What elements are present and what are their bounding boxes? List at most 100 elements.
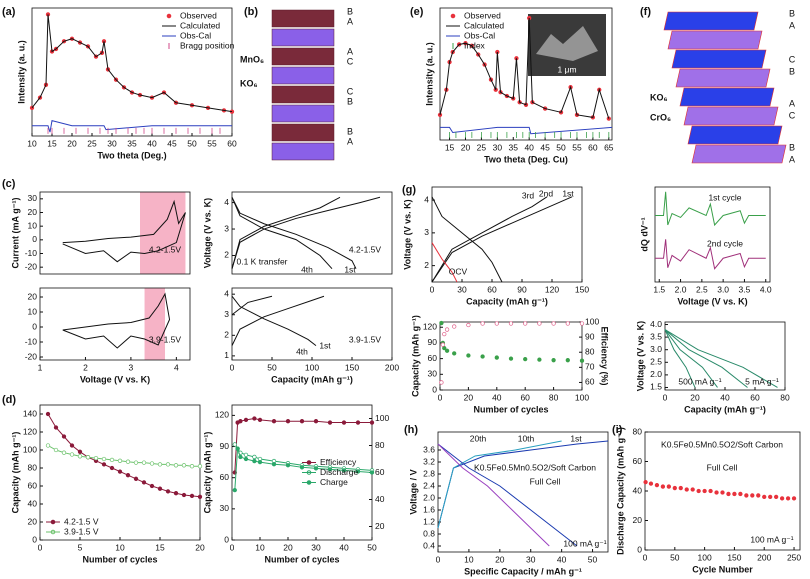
- legend-label: Discharge: [320, 467, 359, 477]
- stacking-letter: B: [347, 6, 353, 16]
- data-point: [165, 489, 171, 494]
- plot-frame: [39, 191, 191, 275]
- panel-label: (g): [402, 184, 416, 196]
- series-line: [231, 295, 273, 316]
- stacking-letter: A: [789, 20, 795, 30]
- data-point: [77, 454, 83, 459]
- octahedra-layer: [271, 9, 335, 28]
- data-point: [235, 446, 240, 451]
- y-tick-label: 120: [423, 321, 437, 331]
- annotation: 3.9-1.5V: [149, 334, 181, 344]
- data-point: [523, 321, 528, 326]
- series-line: [655, 239, 766, 270]
- series-line: [231, 295, 317, 346]
- data-point: [678, 485, 683, 491]
- x-tick-label: 20: [464, 392, 474, 402]
- scale-label: 1 μm: [557, 64, 576, 74]
- annotation: 100 mA g⁻¹: [563, 538, 606, 548]
- y-tick-label: 140: [23, 408, 37, 418]
- x-axis-label: Capacity (mAh g⁻¹): [466, 296, 548, 306]
- y-tick-label: 120: [23, 426, 37, 436]
- x-tick-label: 65: [604, 142, 614, 152]
- data-point: [494, 355, 499, 360]
- data-point: [444, 348, 450, 353]
- stacking-letter: C: [789, 110, 796, 120]
- y-tick-label: 4: [424, 194, 429, 204]
- octahedra-layer: [691, 144, 787, 164]
- x-tick-label: 60: [487, 284, 497, 294]
- x-tick-label: 150: [345, 362, 359, 372]
- y2-tick-label: 40: [375, 494, 385, 504]
- y-tick-label: 90: [428, 337, 438, 347]
- data-point: [271, 462, 277, 467]
- data-point: [53, 447, 59, 453]
- y-tick-label: 3: [224, 223, 229, 233]
- series-line: [231, 196, 341, 269]
- x-axis-label: Cycle Number: [692, 564, 753, 574]
- data-point: [243, 456, 249, 462]
- x-tick-label: 3.0: [717, 284, 729, 294]
- x-tick-label: 4.0: [760, 284, 772, 294]
- data-point: [565, 321, 570, 326]
- data-point: [341, 420, 347, 425]
- plot-frame: [437, 431, 609, 553]
- x-axis-label: Capacity (mAh g⁻¹): [271, 374, 353, 384]
- data-point: [654, 482, 660, 488]
- series-line: [431, 196, 573, 283]
- series-line: [437, 440, 562, 529]
- x-tick-label: 0: [438, 392, 443, 402]
- y-tick-label: 20: [633, 515, 643, 525]
- x-tick-label: 20: [283, 542, 293, 552]
- x-tick-label: 200: [757, 552, 771, 562]
- data-point: [85, 455, 91, 460]
- data-point: [714, 490, 719, 495]
- panel-label: (a): [2, 6, 16, 18]
- annotation: 4.2-1.5V: [349, 244, 381, 254]
- x-tick-label: 30: [493, 142, 503, 152]
- y-tick-label: 1.5: [650, 382, 662, 392]
- plot-frame: [231, 191, 393, 275]
- legend-label: 4.2-1.5 V: [64, 516, 99, 526]
- series-line: [664, 329, 778, 388]
- data-point: [341, 468, 347, 473]
- data-point: [257, 459, 263, 465]
- x-tick-label: 50: [367, 542, 377, 552]
- y2-tick-label: 60: [585, 377, 595, 387]
- y-tick-label: 20: [28, 516, 38, 526]
- y-axis-label: Voltage (V vs. K): [202, 198, 212, 268]
- data-point: [480, 354, 485, 359]
- callout: KO₆: [650, 92, 668, 102]
- data-point: [444, 327, 450, 332]
- data-point: [69, 443, 75, 448]
- octahedra-layer: [271, 142, 335, 161]
- stacking-letter: B: [789, 66, 795, 76]
- data-point: [327, 420, 333, 425]
- y-axis-label: Voltage / V: [408, 469, 418, 514]
- x-axis-label: Number of cycles: [82, 554, 157, 564]
- annotation: 4th: [296, 346, 308, 356]
- series-line: [664, 329, 718, 388]
- stacking-letter: C: [347, 56, 354, 66]
- x-tick-label: 15: [47, 138, 57, 148]
- panel-label: (e): [410, 6, 424, 18]
- x-tick-label: 2: [83, 362, 88, 372]
- x-tick-label: 10: [464, 554, 474, 564]
- series-line: [431, 196, 548, 283]
- annotation: K0.5Fe0.5Mn0.5O2/Soft Carbon: [661, 439, 783, 449]
- annotation: 1st: [562, 188, 574, 198]
- y-tick-label: 30: [220, 503, 230, 513]
- y-tick-label: 3.2: [423, 456, 435, 466]
- legend-label: Observed: [180, 10, 217, 20]
- octahedra-layer: [271, 123, 335, 142]
- data-point: [785, 496, 791, 501]
- octahedra-layer: [271, 104, 335, 123]
- y-axis-label: Capacity (mAh g⁻¹): [410, 315, 420, 397]
- series-line: [440, 126, 613, 135]
- y-tick-label: 100: [23, 444, 37, 454]
- y-axis-label: Intensity (a. u.): [424, 42, 434, 106]
- data-point: [537, 321, 542, 326]
- x-tick-label: 0: [643, 552, 648, 562]
- data-point: [149, 461, 155, 466]
- x-tick-label: 100: [305, 362, 319, 372]
- legend-label: Index: [464, 40, 486, 50]
